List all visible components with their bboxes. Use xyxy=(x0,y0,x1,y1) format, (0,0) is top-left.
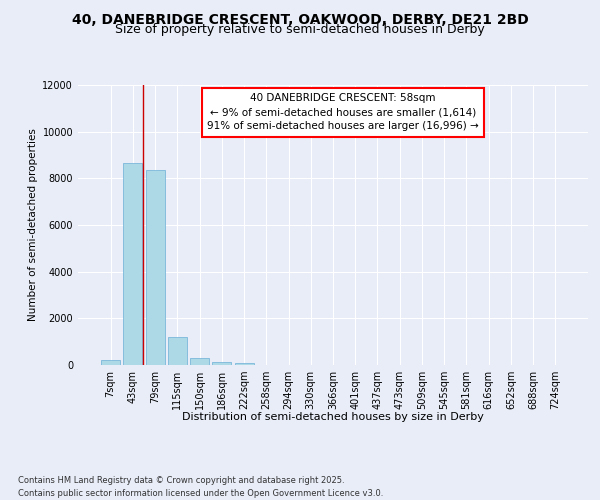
Bar xyxy=(168,337,187,365)
Bar xyxy=(101,360,120,365)
Bar xyxy=(146,170,164,365)
Bar xyxy=(235,363,254,365)
Text: Contains HM Land Registry data © Crown copyright and database right 2025.
Contai: Contains HM Land Registry data © Crown c… xyxy=(18,476,383,498)
Bar xyxy=(212,362,231,365)
Text: Size of property relative to semi-detached houses in Derby: Size of property relative to semi-detach… xyxy=(115,22,485,36)
Text: 40, DANEBRIDGE CRESCENT, OAKWOOD, DERBY, DE21 2BD: 40, DANEBRIDGE CRESCENT, OAKWOOD, DERBY,… xyxy=(71,12,529,26)
Text: 40 DANEBRIDGE CRESCENT: 58sqm
← 9% of semi-detached houses are smaller (1,614)
9: 40 DANEBRIDGE CRESCENT: 58sqm ← 9% of se… xyxy=(208,94,479,132)
Bar xyxy=(124,163,142,365)
Bar xyxy=(190,358,209,365)
X-axis label: Distribution of semi-detached houses by size in Derby: Distribution of semi-detached houses by … xyxy=(182,412,484,422)
Y-axis label: Number of semi-detached properties: Number of semi-detached properties xyxy=(28,128,38,322)
